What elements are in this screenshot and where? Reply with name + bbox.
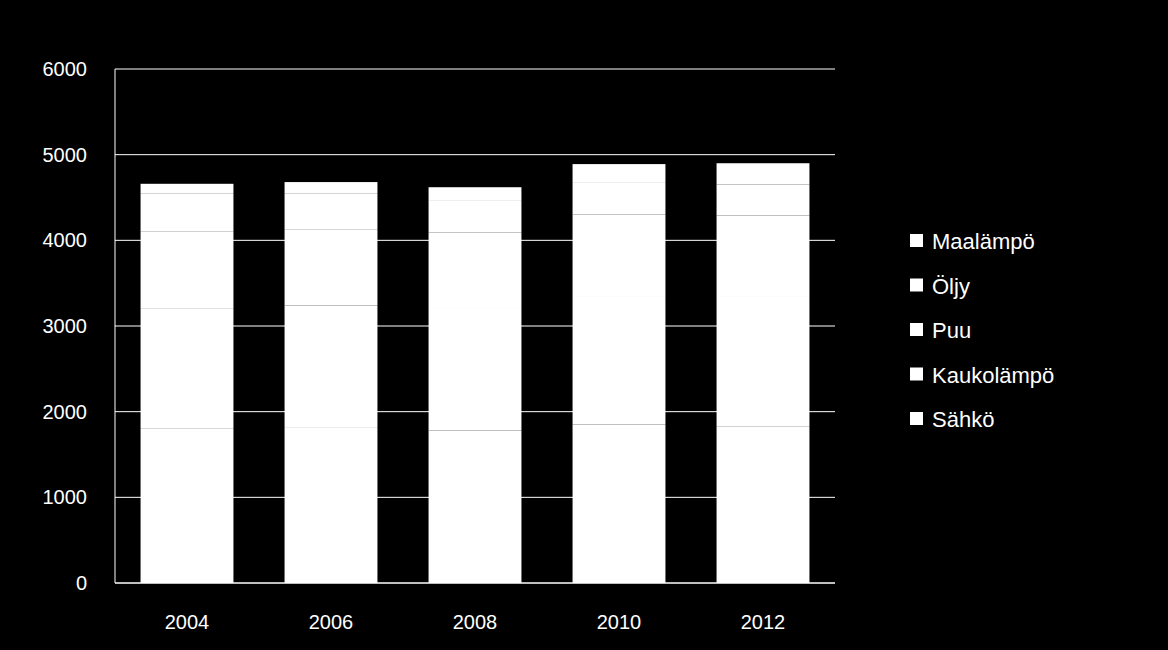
y-tick-label: 0 — [76, 572, 87, 594]
y-tick-label: 2000 — [43, 401, 88, 423]
bar-segment — [573, 164, 666, 182]
y-tick-label: 3000 — [43, 315, 88, 337]
y-tick-label: 6000 — [43, 58, 88, 80]
legend-label: Kaukolämpö — [932, 363, 1054, 388]
bar-segment — [285, 305, 378, 427]
legend-swatch — [910, 279, 923, 292]
bar-segment — [573, 182, 666, 215]
y-tick-label: 1000 — [43, 486, 88, 508]
bars — [141, 163, 810, 583]
bar-segment — [717, 163, 810, 184]
bar-segment — [429, 200, 522, 233]
chart-container: 0 1000 2000 3000 4000 5000 6000 2004 2006 2008 201… — [0, 0, 1168, 650]
background — [0, 0, 1168, 650]
legend-label: Maalämpö — [932, 229, 1035, 254]
legend-swatch — [910, 234, 923, 247]
legend-swatch — [910, 323, 923, 336]
bar-segment — [573, 425, 666, 583]
legend-swatch — [910, 412, 923, 425]
x-tick-label: 2012 — [741, 611, 786, 633]
y-tick-label: 5000 — [43, 144, 88, 166]
x-tick-label: 2006 — [309, 611, 354, 633]
legend-label: Öljy — [932, 274, 970, 299]
bar-segment — [429, 187, 522, 200]
grid-line — [115, 69, 835, 70]
bar-segment — [573, 296, 666, 425]
bar-segment — [285, 182, 378, 193]
x-tick-label: 2004 — [165, 611, 210, 633]
bar-segment — [141, 309, 234, 429]
bar-segment — [717, 296, 810, 426]
bar-segment — [141, 429, 234, 583]
bar-segment — [141, 184, 234, 193]
x-tick-label: 2008 — [453, 611, 498, 633]
bar-segment — [717, 185, 810, 216]
bar-segment — [717, 215, 810, 296]
bar-segment — [429, 233, 522, 308]
bar-segment — [285, 193, 378, 229]
bar-segment — [429, 431, 522, 583]
legend: Maalämpö Öljy Puu Kaukolämpö Sähkö — [910, 229, 1054, 432]
bar-segment — [285, 427, 378, 583]
grid-line — [115, 154, 835, 155]
y-tick-label: 4000 — [43, 229, 88, 251]
legend-swatch — [910, 368, 923, 381]
y-axis — [115, 69, 116, 583]
bar-segment — [285, 229, 378, 305]
legend-label: Puu — [932, 318, 971, 343]
legend-label: Sähkö — [932, 407, 994, 432]
bar-segment — [141, 232, 234, 309]
bar-segment — [141, 193, 234, 232]
bar-segment — [717, 426, 810, 583]
x-tick-label: 2010 — [597, 611, 642, 633]
bar-segment — [573, 215, 666, 296]
chart: 0 1000 2000 3000 4000 5000 6000 2004 2006 2008 201… — [0, 0, 1168, 650]
bar-segment — [429, 308, 522, 431]
